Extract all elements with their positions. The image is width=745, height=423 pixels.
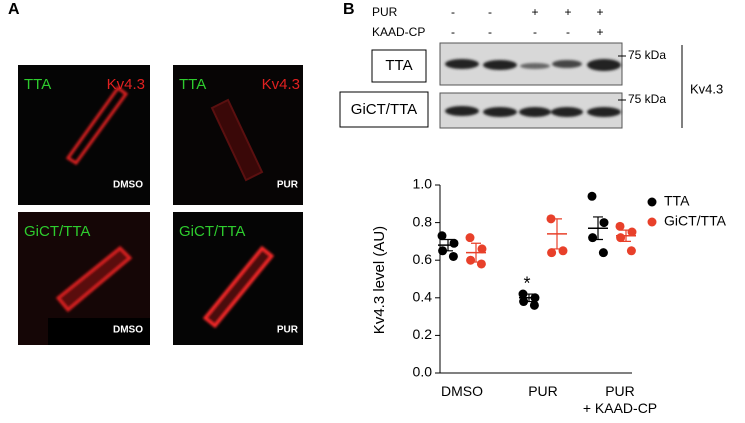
data-point [448, 251, 458, 261]
image-group-label: GiCT/TTA [179, 223, 245, 240]
error-bar [593, 216, 603, 241]
y-axis-label: Kv4.3 level (AU) [371, 226, 388, 334]
y-tick-label: 0.0 [413, 364, 433, 380]
cell [202, 245, 275, 329]
panel-label: B [343, 1, 355, 18]
data-point [529, 300, 539, 310]
image-group-label: TTA [24, 76, 51, 93]
micrographs [18, 65, 303, 345]
cell [65, 85, 129, 166]
data-point [437, 231, 447, 241]
condition-sign: - [488, 5, 492, 19]
error-bar [443, 238, 453, 252]
condition-sign: + [531, 5, 538, 19]
data-point [599, 218, 609, 228]
y-tick-label: 0.6 [413, 251, 433, 267]
image-treatment-label: DMSO [113, 180, 143, 191]
image-marker-label: Kv4.3 [262, 76, 300, 93]
error-bar [471, 242, 481, 263]
data-point [449, 238, 459, 248]
condition-sign: + [564, 5, 571, 19]
legend-marker [647, 197, 657, 207]
data-point [476, 259, 486, 269]
legend-marker [647, 217, 657, 227]
error-bar [524, 293, 534, 303]
condition-sign: - [533, 25, 537, 39]
data-point [465, 233, 475, 243]
legend-label: GiCT/TTA [664, 213, 727, 229]
condition-sign: + [596, 25, 603, 39]
data-point [546, 214, 556, 224]
condition-sign: - [451, 25, 455, 39]
y-tick-label: 0.2 [413, 326, 433, 342]
row-label: GiCT/TTA [351, 101, 417, 118]
data-point [626, 246, 636, 256]
data-point [518, 289, 528, 299]
x-tick-label: PUR [528, 383, 558, 399]
y-tick-label: 1.0 [413, 176, 433, 192]
x-tick-label: PUR + KAAD-CP [582, 383, 658, 416]
condition-sign: + [596, 5, 603, 19]
size-marker: 75 kDa [628, 92, 666, 106]
panel-label: A [8, 1, 20, 18]
image-group-label: GiCT/TTA [24, 223, 90, 240]
image-treatment-label: PUR [277, 180, 299, 191]
cell [55, 245, 133, 313]
data-point [477, 244, 487, 254]
data-point [615, 221, 625, 231]
condition-label: KAAD-CP [372, 25, 425, 39]
cell [210, 98, 264, 182]
data-point [466, 255, 476, 265]
size-marker: 75 kDa [628, 48, 666, 62]
legend-label: TTA [664, 193, 690, 209]
error-bar [621, 229, 631, 242]
y-tick-label: 0.8 [413, 213, 433, 229]
x-tick-label: DMSO [441, 383, 483, 399]
condition-label: PUR [372, 5, 398, 19]
row-box [371, 49, 427, 83]
row-box [339, 91, 429, 128]
condition-sign: - [451, 5, 455, 19]
error-bar [552, 218, 562, 250]
data-point [547, 248, 557, 258]
data-point [558, 246, 568, 256]
data-point [587, 191, 597, 201]
row-label: TTA [385, 57, 412, 74]
condition-sign: - [566, 25, 570, 39]
annotation: * [523, 273, 530, 293]
y-tick-label: 0.4 [413, 289, 433, 305]
data-point [598, 248, 608, 258]
condition-sign: - [488, 25, 492, 39]
data-point [519, 297, 529, 307]
data-point [438, 246, 448, 256]
western-blot [339, 42, 683, 129]
data-point [616, 233, 626, 243]
data-point [588, 233, 598, 243]
image-group-label: TTA [179, 76, 206, 93]
image-marker-label: Kv4.3 [107, 76, 145, 93]
image-treatment-label: DMSO [113, 325, 143, 336]
label-box [48, 318, 150, 345]
protein-label: Kv4.3 [690, 81, 723, 96]
image-treatment-label: PUR [277, 325, 299, 336]
